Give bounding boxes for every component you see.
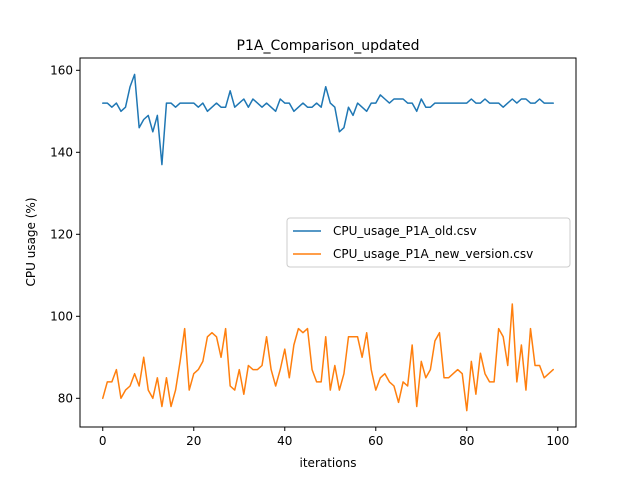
series-line-1 — [102, 73, 554, 166]
x-tick-label: 40 — [277, 434, 292, 448]
x-tick-label: 80 — [459, 434, 474, 448]
x-tick-label: 60 — [368, 434, 383, 448]
x-tick-label: 20 — [186, 434, 201, 448]
y-axis-label: CPU usage (%) — [24, 197, 38, 286]
x-axis: 0 20 40 60 80 100 — [99, 427, 569, 448]
axes-frame — [79, 57, 577, 428]
chart-title: P1A_Comparison_updated — [237, 38, 420, 54]
x-tick-label: 100 — [546, 434, 569, 448]
legend-label-2: CPU_usage_P1A_new_version.csv — [333, 247, 533, 261]
x-tick-label: 0 — [99, 434, 107, 448]
x-axis-label: iterations — [300, 456, 357, 470]
legend-box — [286, 217, 571, 268]
y-tick-label: 140 — [50, 145, 73, 159]
plot-area — [102, 73, 554, 412]
y-tick-label: 80 — [58, 391, 73, 405]
y-tick-label: 120 — [50, 227, 73, 241]
legend: CPU_usage_P1A_old.csv CPU_usage_P1A_new_v… — [286, 217, 571, 268]
series-line-2 — [102, 303, 554, 412]
y-tick-label: 100 — [50, 309, 73, 323]
legend-label-1: CPU_usage_P1A_old.csv — [333, 224, 477, 238]
y-axis: 80 100 120 140 160 — [50, 63, 80, 405]
y-tick-label: 160 — [50, 63, 73, 77]
